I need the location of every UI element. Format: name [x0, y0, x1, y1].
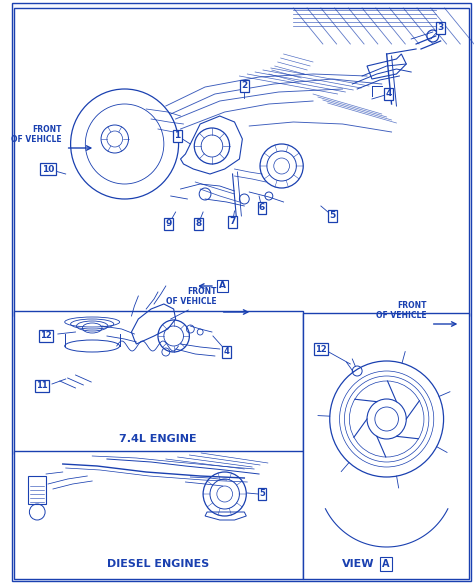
Text: 12: 12 [315, 345, 327, 353]
Text: 7: 7 [229, 217, 236, 227]
Text: 4: 4 [224, 347, 229, 356]
Text: FRONT
OF VEHICLE: FRONT OF VEHICLE [166, 287, 217, 306]
Text: FRONT
OF VEHICLE: FRONT OF VEHICLE [11, 124, 62, 144]
Text: A: A [382, 559, 390, 569]
Text: 4: 4 [385, 89, 392, 99]
Text: VIEW: VIEW [342, 559, 374, 569]
Text: 10: 10 [42, 165, 54, 173]
Text: DIESEL ENGINES: DIESEL ENGINES [107, 559, 209, 569]
Text: 3: 3 [438, 23, 444, 33]
Text: FRONT
OF VEHICLE: FRONT OF VEHICLE [376, 301, 427, 320]
Bar [14, 451, 303, 579]
Text: 1: 1 [174, 131, 181, 141]
Text: 6: 6 [259, 203, 265, 213]
Text: 8: 8 [195, 220, 201, 228]
Text: 5: 5 [329, 211, 336, 221]
Bar [303, 313, 469, 579]
Text: 5: 5 [259, 489, 265, 499]
Text: 11: 11 [36, 381, 48, 391]
Text: 9: 9 [165, 220, 172, 228]
Text: 7.4L ENGINE: 7.4L ENGINE [119, 434, 197, 444]
Text: 12: 12 [40, 332, 52, 340]
Bar [14, 8, 469, 316]
Bar [28, 476, 46, 504]
Text: A: A [219, 281, 226, 290]
Text: 2: 2 [241, 82, 247, 91]
Bar [14, 311, 303, 454]
